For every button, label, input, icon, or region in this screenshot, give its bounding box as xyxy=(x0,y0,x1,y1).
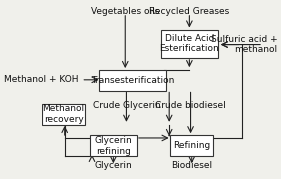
Text: Glycerin: Glycerin xyxy=(94,161,132,170)
Text: Methanol
recovery: Methanol recovery xyxy=(42,105,85,124)
Text: Transesterification: Transesterification xyxy=(91,76,174,85)
Text: Biodiesel: Biodiesel xyxy=(171,161,212,170)
Text: Sulfuric acid +
methanol: Sulfuric acid + methanol xyxy=(211,35,277,54)
Text: Refining: Refining xyxy=(173,141,210,150)
Text: Vegetables oils: Vegetables oils xyxy=(91,7,159,16)
FancyBboxPatch shape xyxy=(99,70,166,91)
FancyBboxPatch shape xyxy=(42,104,85,125)
FancyBboxPatch shape xyxy=(161,30,218,58)
Text: Recycled Greases: Recycled Greases xyxy=(149,7,230,16)
Text: Crude biodiesel: Crude biodiesel xyxy=(155,101,226,110)
Text: Crude Glycerin: Crude Glycerin xyxy=(92,101,160,110)
FancyBboxPatch shape xyxy=(170,135,213,156)
Text: Methanol + KOH: Methanol + KOH xyxy=(4,75,79,84)
FancyBboxPatch shape xyxy=(90,135,137,156)
Text: Glycerin
refining: Glycerin refining xyxy=(94,136,132,156)
Text: Dilute Acid
Esterification: Dilute Acid Esterification xyxy=(160,34,219,53)
